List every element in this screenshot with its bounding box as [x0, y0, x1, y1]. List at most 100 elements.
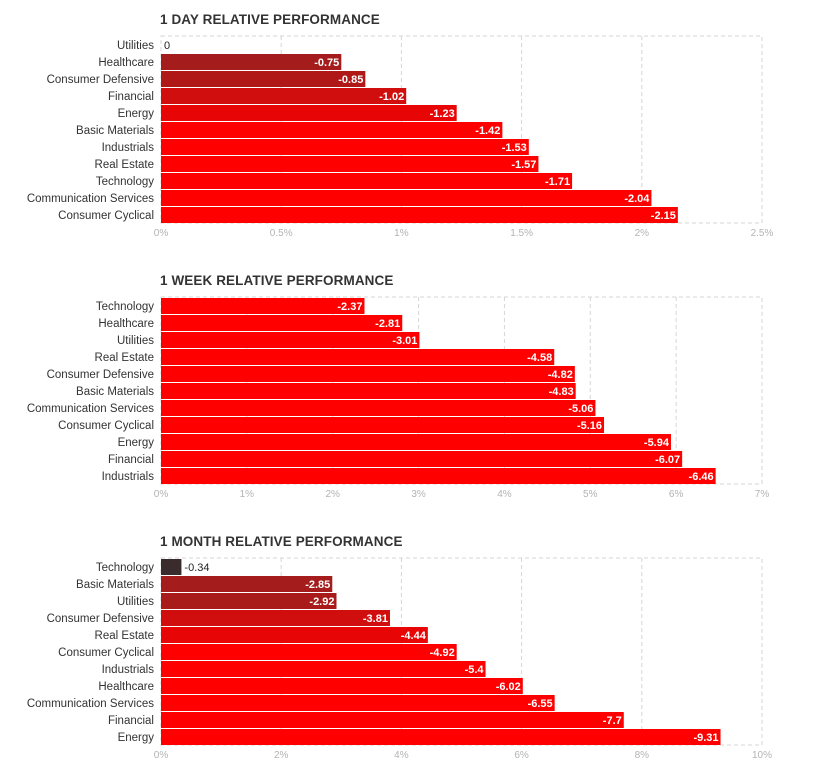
category-label: Technology — [96, 301, 154, 313]
category-label: Financial — [108, 454, 154, 466]
bar[interactable] — [161, 190, 652, 206]
x-tick-label: 2% — [325, 489, 340, 500]
chart-title: 1 DAY RELATIVE PERFORMANCE — [160, 12, 380, 27]
bar[interactable] — [161, 105, 457, 121]
x-tick-label: 0% — [154, 750, 169, 761]
category-label: Energy — [118, 437, 155, 449]
x-tick-label: 0.5% — [270, 228, 293, 239]
x-tick-label: 0% — [154, 489, 169, 500]
data-label: -2.92 — [309, 596, 334, 608]
category-label: Consumer Defensive — [47, 74, 154, 86]
data-label: -1.23 — [430, 108, 455, 120]
bar[interactable] — [161, 468, 716, 484]
category-label: Real Estate — [95, 630, 154, 642]
data-label: -3.81 — [363, 613, 388, 625]
category-label: Communication Services — [27, 193, 154, 205]
category-label: Basic Materials — [76, 579, 154, 591]
bar[interactable] — [161, 207, 678, 223]
category-label: Healthcare — [98, 57, 154, 69]
x-tick-label: 2% — [274, 750, 289, 761]
category-label: Consumer Cyclical — [58, 210, 154, 222]
x-tick-label: 10% — [752, 750, 772, 761]
category-label: Utilities — [117, 40, 154, 52]
data-label: -4.82 — [548, 369, 573, 381]
x-tick-label: 4% — [394, 750, 409, 761]
x-tick-label: 7% — [755, 489, 770, 500]
data-label: -2.81 — [375, 318, 400, 330]
data-label: -7.7 — [603, 715, 622, 727]
x-tick-label: 4% — [497, 489, 512, 500]
bar[interactable] — [161, 661, 486, 677]
data-label: -0.75 — [314, 57, 339, 69]
data-label: -4.83 — [549, 386, 574, 398]
category-label: Financial — [108, 91, 154, 103]
bar[interactable] — [161, 678, 523, 694]
bar[interactable] — [161, 122, 503, 138]
chart-panel-1-month: 1 MONTH RELATIVE PERFORMANCE 0% 2% 4% 6% 8% 1… — [0, 534, 829, 784]
bar-chart-svg: 0% 1% 2% 3% 4% 5% 6% 7% Technology -2.37 Healthcar… — [27, 296, 770, 500]
data-label: -2.85 — [305, 579, 330, 591]
category-label: Consumer Defensive — [47, 613, 154, 625]
category-label: Healthcare — [98, 318, 154, 330]
chart-title: 1 MONTH RELATIVE PERFORMANCE — [160, 534, 403, 549]
x-tick-label: 2.5% — [751, 228, 774, 239]
category-label: Technology — [96, 176, 154, 188]
bar[interactable] — [161, 71, 366, 87]
x-tick-label: 2% — [635, 228, 650, 239]
data-label: -6.02 — [496, 681, 521, 693]
x-tick-label: 6% — [669, 489, 684, 500]
bar[interactable] — [161, 559, 182, 575]
category-label: Utilities — [117, 596, 154, 608]
data-label: -1.42 — [475, 125, 500, 137]
category-label: Technology — [96, 562, 154, 574]
category-label: Industrials — [102, 471, 155, 483]
bar[interactable] — [161, 156, 539, 172]
bar[interactable] — [161, 627, 428, 643]
x-tick-label: 1% — [394, 228, 409, 239]
data-label: -3.01 — [392, 335, 417, 347]
bar[interactable] — [161, 695, 555, 711]
bar[interactable] — [161, 593, 337, 609]
chart-title: 1 WEEK RELATIVE PERFORMANCE — [160, 273, 394, 288]
bar[interactable] — [161, 332, 420, 348]
category-label: Energy — [118, 108, 155, 120]
bar[interactable] — [161, 383, 576, 399]
category-label: Energy — [118, 732, 155, 744]
data-label: -5.16 — [577, 420, 602, 432]
bar[interactable] — [161, 576, 333, 592]
category-label: Industrials — [102, 142, 155, 154]
bar[interactable] — [161, 54, 342, 70]
bar[interactable] — [161, 729, 721, 745]
bar[interactable] — [161, 173, 573, 189]
bar[interactable] — [161, 366, 575, 382]
bar[interactable] — [161, 644, 457, 660]
bar[interactable] — [161, 417, 605, 433]
data-label: -1.71 — [545, 176, 570, 188]
bar[interactable] — [161, 88, 407, 104]
bar[interactable] — [161, 610, 390, 626]
x-tick-label: 1% — [240, 489, 255, 500]
category-label: Real Estate — [95, 352, 154, 364]
bar[interactable] — [161, 139, 529, 155]
bar-chart-svg: 0% 0.5% 1% 1.5% 2% 2.5% Utilities 0 Healthcare -0… — [27, 35, 774, 239]
bar[interactable] — [161, 315, 403, 331]
data-label: -5.94 — [644, 437, 670, 449]
category-label: Financial — [108, 715, 154, 727]
data-label: -4.92 — [430, 647, 455, 659]
bar-chart-svg: 0% 2% 4% 6% 8% 10% Technology -0.34 Basic Materi… — [27, 557, 772, 761]
data-label: -4.44 — [401, 630, 427, 642]
bar[interactable] — [161, 298, 365, 314]
data-label: -0.34 — [184, 562, 209, 574]
category-label: Communication Services — [27, 698, 154, 710]
data-label: -6.46 — [689, 471, 714, 483]
bar[interactable] — [161, 451, 683, 467]
bar[interactable] — [161, 349, 555, 365]
data-label: 0 — [164, 40, 170, 52]
data-label: -0.85 — [338, 74, 363, 86]
x-tick-label: 5% — [583, 489, 598, 500]
data-label: -6.07 — [655, 454, 680, 466]
bar[interactable] — [161, 712, 624, 728]
bar[interactable] — [161, 434, 671, 450]
bar[interactable] — [161, 400, 596, 416]
data-label: -2.15 — [651, 210, 676, 222]
